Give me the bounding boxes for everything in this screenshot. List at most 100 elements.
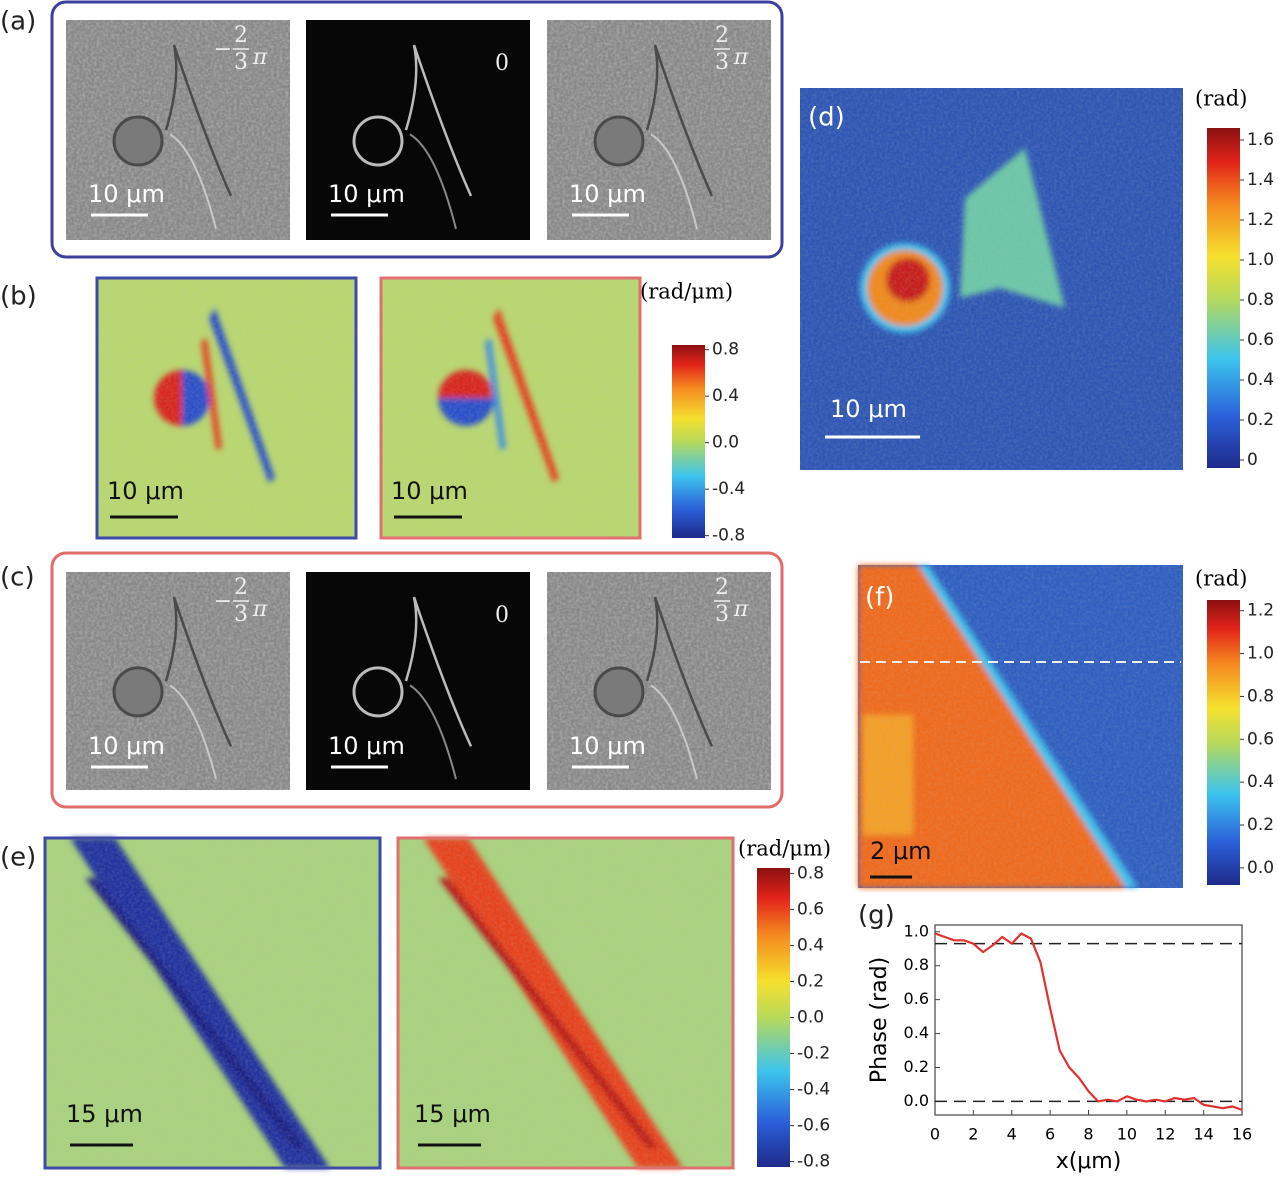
x-tick-label: 0 bbox=[930, 1125, 940, 1144]
cell-body bbox=[593, 666, 645, 718]
phase-sign: − bbox=[214, 589, 232, 614]
x-tick-label: 4 bbox=[1007, 1125, 1017, 1144]
scale-bar-label: 10 μm bbox=[569, 732, 646, 760]
colorbar-tick-label: 0.2 bbox=[1247, 815, 1274, 835]
y-tick-label: 0.4 bbox=[904, 1023, 929, 1042]
microscopy-image bbox=[66, 572, 290, 790]
phase-label: 0 bbox=[495, 51, 509, 76]
colorbar-tick-label: 0.2 bbox=[797, 971, 824, 991]
scale-bar-label: 15 μm bbox=[414, 1100, 491, 1128]
cell-edge bbox=[650, 684, 698, 780]
colorbar-tick-label: 0.8 bbox=[712, 340, 739, 360]
phase-symbol: π bbox=[252, 45, 268, 70]
panel-label: (f) bbox=[865, 583, 894, 613]
cell-edge bbox=[645, 44, 714, 197]
colorbar-tick-label: 0.4 bbox=[797, 935, 824, 955]
scale-bar-label: 10 μm bbox=[88, 732, 165, 760]
scale-bar-label: 10 μm bbox=[328, 732, 405, 760]
map-texture bbox=[800, 88, 1183, 470]
microscopy-image bbox=[306, 572, 530, 790]
map-texture bbox=[858, 565, 1183, 888]
x-tick-label: 12 bbox=[1155, 1125, 1175, 1144]
colorbar-tick-label: 1.2 bbox=[1247, 210, 1274, 230]
map-border bbox=[379, 276, 642, 540]
x-axis-label: x(μm) bbox=[1056, 1149, 1122, 1174]
colorbar-tick-label: 0.2 bbox=[1247, 410, 1274, 430]
colorbar-tick-label: 0.8 bbox=[1247, 290, 1274, 310]
x-tick-label: 14 bbox=[1193, 1125, 1213, 1144]
y-tick-label: 0.2 bbox=[904, 1057, 929, 1076]
microscopy-image bbox=[66, 20, 290, 240]
cell-edge bbox=[169, 684, 217, 780]
colorbar-title: (rad) bbox=[1195, 567, 1247, 591]
microscopy-image bbox=[547, 572, 771, 790]
phase-denominator: 3 bbox=[715, 50, 729, 75]
scale-bar-label: 10 μm bbox=[107, 477, 184, 505]
panel-label: (e) bbox=[0, 843, 36, 873]
map-texture bbox=[45, 838, 380, 1168]
colorbar-tick-label: 0 bbox=[1247, 450, 1258, 470]
colorbar-tick-label: 0.6 bbox=[1247, 330, 1274, 350]
microscopy-image bbox=[547, 20, 771, 240]
colorbar-tick-label: -0.4 bbox=[712, 479, 745, 499]
cell-edge bbox=[409, 684, 457, 780]
phase-symbol: π bbox=[733, 597, 749, 622]
phase-map bbox=[396, 836, 735, 1170]
x-tick-label: 16 bbox=[1232, 1125, 1252, 1144]
colorbar-tick-label: -0.8 bbox=[797, 1152, 830, 1172]
colorbar bbox=[757, 868, 790, 1167]
x-tick-label: 8 bbox=[1083, 1125, 1093, 1144]
phase-label: 0 bbox=[495, 603, 509, 628]
colorbar-tick-label: 1.0 bbox=[1247, 644, 1274, 664]
colorbar-tick-label: 0.8 bbox=[1247, 686, 1274, 706]
scale-bar-label: 10 μm bbox=[88, 180, 165, 208]
panel-label: (d) bbox=[808, 103, 845, 133]
cell-edge bbox=[404, 596, 473, 747]
scale-bar-label: 10 μm bbox=[830, 395, 907, 423]
phase-numerator: 2 bbox=[715, 575, 729, 600]
phase-sign: − bbox=[214, 37, 232, 62]
cell-body bbox=[352, 115, 404, 167]
colorbar-tick-label: 0.4 bbox=[1247, 370, 1274, 390]
colorbar-title: (rad) bbox=[1195, 87, 1247, 111]
y-tick-label: 1.0 bbox=[904, 921, 929, 940]
cell-edge bbox=[164, 44, 233, 197]
scale-bar-label: 2 μm bbox=[870, 837, 932, 865]
colorbar-tick-label: -0.4 bbox=[797, 1080, 830, 1100]
colorbar-tick-label: 0.4 bbox=[712, 386, 739, 406]
data-line bbox=[934, 932, 1243, 1111]
colorbar bbox=[1207, 128, 1240, 468]
colorbar-tick-label: 1.2 bbox=[1247, 601, 1274, 621]
panel-c-frame bbox=[50, 551, 784, 809]
phase-map bbox=[379, 276, 642, 540]
cell-body bbox=[593, 115, 645, 167]
colorbar-tick-label: 0.8 bbox=[797, 863, 824, 883]
phase-symbol: π bbox=[733, 45, 749, 70]
x-tick-label: 2 bbox=[968, 1125, 978, 1144]
map-texture bbox=[97, 278, 356, 538]
y-tick-label: 0.0 bbox=[904, 1091, 929, 1110]
phase-map bbox=[95, 276, 358, 540]
colorbar-tick-label: 0.0 bbox=[1247, 858, 1274, 878]
map-texture bbox=[398, 838, 733, 1168]
phase-denominator: 3 bbox=[715, 602, 729, 627]
phase-symbol: π bbox=[252, 597, 268, 622]
phase-numerator: 2 bbox=[234, 575, 248, 600]
scale-bar-label: 10 μm bbox=[328, 180, 405, 208]
colorbar-tick-label: 0.6 bbox=[1247, 729, 1274, 749]
colorbar-tick-label: -0.6 bbox=[797, 1116, 830, 1136]
scale-bar-label: 15 μm bbox=[66, 1100, 143, 1128]
colorbar-title: (rad/μm) bbox=[738, 837, 831, 861]
map-border bbox=[95, 276, 358, 540]
phase-numerator: 2 bbox=[715, 23, 729, 48]
scale-bar-label: 10 μm bbox=[391, 477, 468, 505]
colorbar-tick-label: 1.4 bbox=[1247, 170, 1274, 190]
cell-edge bbox=[404, 44, 473, 197]
colorbar bbox=[1207, 600, 1240, 885]
phase-map bbox=[800, 88, 1183, 470]
phase-numerator: 2 bbox=[234, 23, 248, 48]
panel-label: (g) bbox=[858, 901, 895, 931]
panel-label: (a) bbox=[0, 7, 36, 37]
